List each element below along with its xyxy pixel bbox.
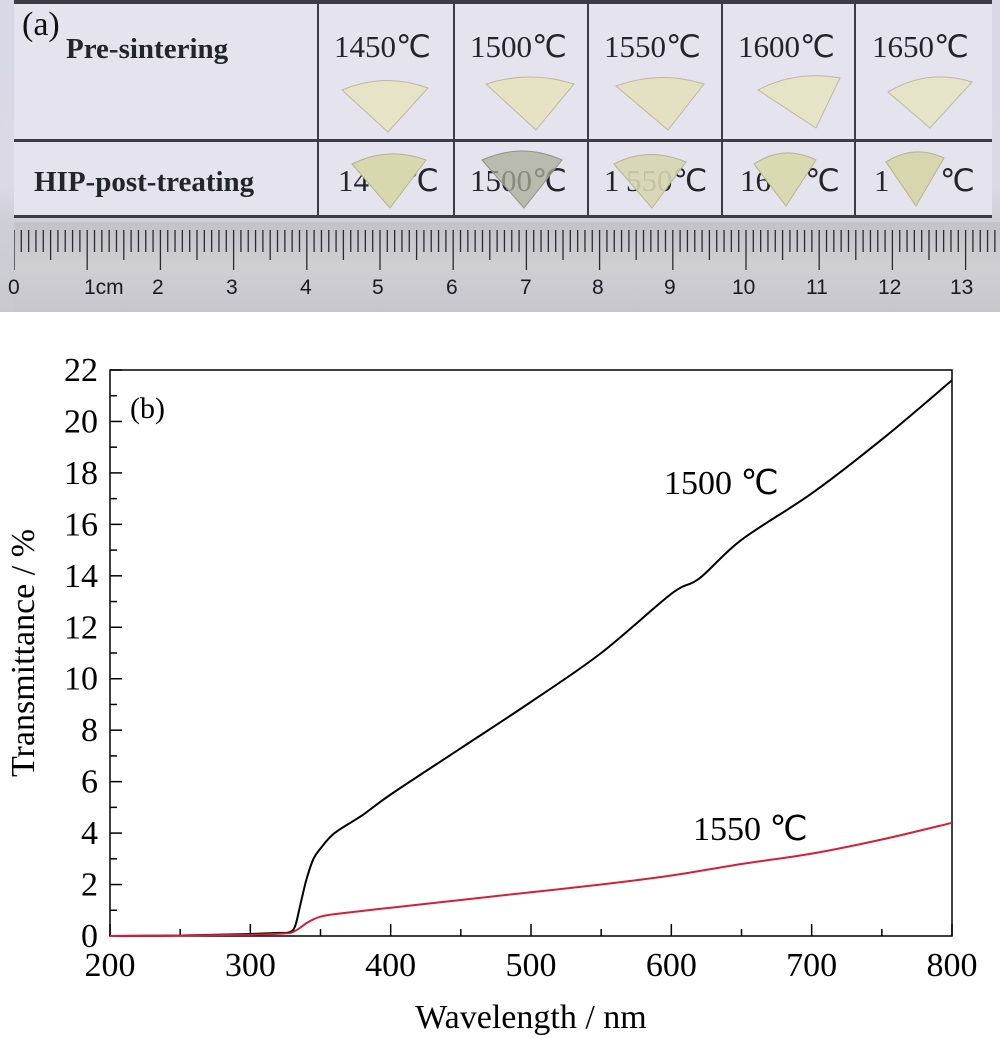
y-tick-label: 8 <box>81 712 98 749</box>
ruler-label-2: 2 <box>152 276 164 299</box>
y-tick-label: 22 <box>64 352 98 389</box>
y-tick-label: 0 <box>81 918 98 955</box>
ruler-label-11: 11 <box>806 276 828 299</box>
y-tick-label: 10 <box>64 661 98 698</box>
ruler-label-6: 6 <box>446 276 458 299</box>
sample-hip-1450 <box>351 153 427 209</box>
y-tick-label: 20 <box>64 403 98 440</box>
ruler-label-1cm: 1cm <box>84 276 124 299</box>
y-tick-label: 16 <box>64 506 98 543</box>
x-tick-label: 800 <box>927 947 978 984</box>
x-axis-tick-labels: 200 300 400 500 600 700 800 <box>85 947 978 984</box>
x-axis-ticks <box>109 924 953 936</box>
x-tick-label: 200 <box>85 947 136 984</box>
y-tick-label: 14 <box>64 558 98 595</box>
sample-hip-1500 <box>481 150 563 209</box>
ruler-label-13: 13 <box>950 276 974 299</box>
panel-b-label: (b) <box>130 392 165 425</box>
series-line-1500 <box>109 379 953 937</box>
ruler-ticks <box>14 230 996 270</box>
sample-photo: (a) Pre-sintering HIP-post-treating 1450… <box>0 0 1000 312</box>
series-label-1550: 1550 ℃ <box>693 811 808 848</box>
grid-col-5 <box>854 0 856 218</box>
ruler-label-5: 5 <box>372 276 384 299</box>
grid-bottom <box>14 215 992 218</box>
grid-top <box>14 0 992 4</box>
ruler-label-0: 0 <box>8 276 20 299</box>
sample-hip-1600 <box>753 152 817 207</box>
grid-col-2 <box>453 0 455 218</box>
y-axis-tick-labels: 0 2 4 6 8 10 12 14 16 18 20 22 <box>64 352 98 955</box>
panel-a-label: (a) <box>22 6 60 43</box>
sample-pre-1600 <box>757 75 841 129</box>
temp-hip-1650-right: ℃ <box>940 163 975 198</box>
temp-hip-1550-left: 1 <box>604 163 620 198</box>
temp-pre-1600: 1600℃ <box>738 29 835 64</box>
ruler-label-8: 8 <box>592 276 604 299</box>
y-tick-label: 2 <box>81 867 98 904</box>
series-line-1550 <box>109 821 953 937</box>
sample-pre-1500 <box>485 76 575 131</box>
sample-pre-1650 <box>887 76 973 129</box>
ruler-label-10: 10 <box>732 276 756 299</box>
temp-pre-1550: 1550℃ <box>604 29 701 64</box>
x-tick-label: 300 <box>225 947 276 984</box>
ruler-label-4: 4 <box>300 276 312 299</box>
grid-col-1 <box>317 0 319 218</box>
transmittance-chart: 200 300 400 500 600 700 800 0 2 4 6 8 10 12 14 16 18 20 2… <box>5 352 978 1036</box>
y-axis-ticks <box>110 369 122 937</box>
temp-pre-1650: 1650℃ <box>872 29 969 64</box>
x-tick-label: 600 <box>646 947 697 984</box>
series-lines <box>109 379 953 937</box>
sample-pre-1550 <box>615 77 705 131</box>
ruler: 0 1cm 2 3 4 5 6 7 8 9 10 11 12 13 <box>8 222 1000 312</box>
ruler-label-12: 12 <box>878 276 902 299</box>
ruler-label-9: 9 <box>664 276 676 299</box>
grid-col-4 <box>721 0 723 218</box>
sample-hip-1550 <box>613 153 687 209</box>
grid-middle <box>14 139 992 142</box>
sample-hip-1650 <box>885 151 945 207</box>
sample-pre-1450 <box>341 80 429 133</box>
temp-pre-1500: 1500℃ <box>470 29 567 64</box>
row-label-hip: HIP-post-treating <box>34 166 255 198</box>
ruler-label-7: 7 <box>520 276 532 299</box>
x-axis-title: Wavelength / nm <box>415 999 646 1036</box>
series-label-1500: 1500 ℃ <box>664 465 779 502</box>
grid-col-3 <box>587 0 589 218</box>
y-tick-label: 4 <box>81 815 98 852</box>
temp-hip-1650-left: 1 <box>874 163 890 198</box>
x-tick-label: 700 <box>786 947 837 984</box>
ruler-label-3: 3 <box>226 276 238 299</box>
x-tick-label: 500 <box>506 947 557 984</box>
y-tick-label: 6 <box>81 764 98 801</box>
y-tick-label: 18 <box>64 455 98 492</box>
temp-pre-1450: 1450℃ <box>334 29 431 64</box>
row-label-pre-sintering: Pre-sintering <box>66 33 229 65</box>
y-tick-label: 12 <box>64 609 98 646</box>
y-axis-title: Transmittance / % <box>5 529 42 777</box>
x-tick-label: 400 <box>365 947 416 984</box>
